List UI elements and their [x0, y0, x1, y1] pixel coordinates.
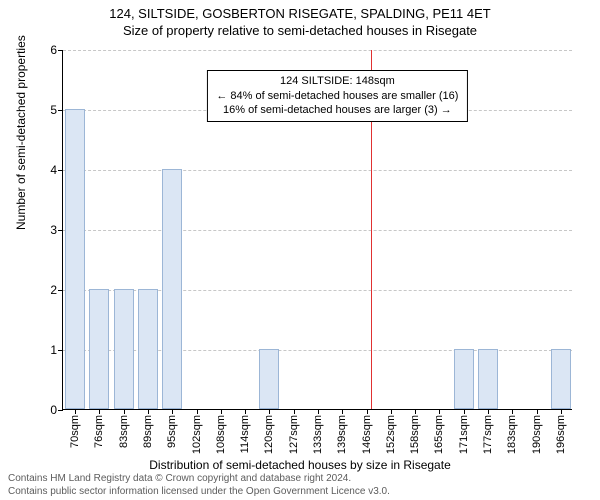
xtick-mark [318, 409, 319, 414]
ytick-label: 3 [50, 223, 57, 237]
ytick-label: 2 [50, 283, 57, 297]
xtick-mark [124, 409, 125, 414]
xtick-label: 196sqm [555, 415, 567, 454]
xtick-mark [367, 409, 368, 414]
xtick-label: 177sqm [482, 415, 494, 454]
y-axis-label: Number of semi-detached properties [14, 35, 28, 230]
annotation-line-1: 124 SILTSIDE: 148sqm [216, 74, 458, 89]
ytick-mark [58, 410, 63, 411]
xtick-mark [197, 409, 198, 414]
ytick-label: 5 [50, 103, 57, 117]
xtick-label: 89sqm [142, 415, 154, 448]
xtick-label: 83sqm [118, 415, 130, 448]
xtick-label: 152sqm [385, 415, 397, 454]
xtick-mark [415, 409, 416, 414]
xtick-mark [439, 409, 440, 414]
histogram-bar [65, 109, 85, 409]
xtick-label: 95sqm [166, 415, 178, 448]
histogram-bar [114, 289, 134, 409]
annotation-line-2: ← 84% of semi-detached houses are smalle… [216, 89, 458, 104]
xtick-label: 70sqm [69, 415, 81, 448]
ytick-mark [58, 110, 63, 111]
xtick-label: 183sqm [506, 415, 518, 454]
histogram-bar [162, 169, 182, 409]
ytick-label: 6 [50, 43, 57, 57]
xtick-label: 108sqm [215, 415, 227, 454]
ytick-label: 1 [50, 343, 57, 357]
xtick-mark [75, 409, 76, 414]
xtick-label: 158sqm [409, 415, 421, 454]
histogram-bar [454, 349, 474, 409]
xtick-mark [464, 409, 465, 414]
xtick-label: 190sqm [531, 415, 543, 454]
ytick-mark [58, 170, 63, 171]
chart-title: 124, SILTSIDE, GOSBERTON RISEGATE, SPALD… [0, 6, 600, 21]
ytick-mark [58, 50, 63, 51]
xtick-label: 146sqm [361, 415, 373, 454]
xtick-mark [221, 409, 222, 414]
xtick-mark [488, 409, 489, 414]
xtick-mark [269, 409, 270, 414]
xtick-mark [172, 409, 173, 414]
xtick-label: 114sqm [239, 415, 251, 453]
xtick-mark [245, 409, 246, 414]
histogram-bar [259, 349, 279, 409]
ytick-mark [58, 350, 63, 351]
footer-credit: Contains HM Land Registry data © Crown c… [8, 473, 390, 498]
x-axis-label: Distribution of semi-detached houses by … [0, 458, 600, 472]
chart-subtitle: Size of property relative to semi-detach… [0, 23, 600, 38]
xtick-label: 76sqm [93, 415, 105, 448]
histogram-bar [478, 349, 498, 409]
xtick-label: 102sqm [191, 415, 203, 454]
xtick-label: 127sqm [288, 415, 300, 454]
xtick-mark [294, 409, 295, 414]
histogram-bar [89, 289, 109, 409]
xtick-mark [148, 409, 149, 414]
xtick-label: 120sqm [263, 415, 275, 454]
xtick-mark [99, 409, 100, 414]
annotation-box: 124 SILTSIDE: 148sqm ← 84% of semi-detac… [207, 70, 467, 123]
credit-line-1: Contains HM Land Registry data © Crown c… [8, 473, 390, 486]
xtick-label: 165sqm [433, 415, 445, 454]
xtick-label: 139sqm [336, 415, 348, 454]
ytick-label: 4 [50, 163, 57, 177]
xtick-label: 133sqm [312, 415, 324, 454]
xtick-mark [561, 409, 562, 414]
gridline-h [63, 170, 572, 171]
gridline-h [63, 230, 572, 231]
xtick-label: 171sqm [458, 415, 470, 454]
histogram-bar [138, 289, 158, 409]
histogram-bar [551, 349, 571, 409]
chart-area: 012345670sqm76sqm83sqm89sqm95sqm102sqm10… [62, 50, 572, 410]
ytick-mark [58, 230, 63, 231]
xtick-mark [342, 409, 343, 414]
xtick-mark [537, 409, 538, 414]
annotation-line-3: 16% of semi-detached houses are larger (… [216, 103, 458, 118]
xtick-mark [391, 409, 392, 414]
gridline-h [63, 50, 572, 51]
ytick-label: 0 [50, 403, 57, 417]
xtick-mark [512, 409, 513, 414]
ytick-mark [58, 290, 63, 291]
credit-line-2: Contains public sector information licen… [8, 486, 390, 499]
